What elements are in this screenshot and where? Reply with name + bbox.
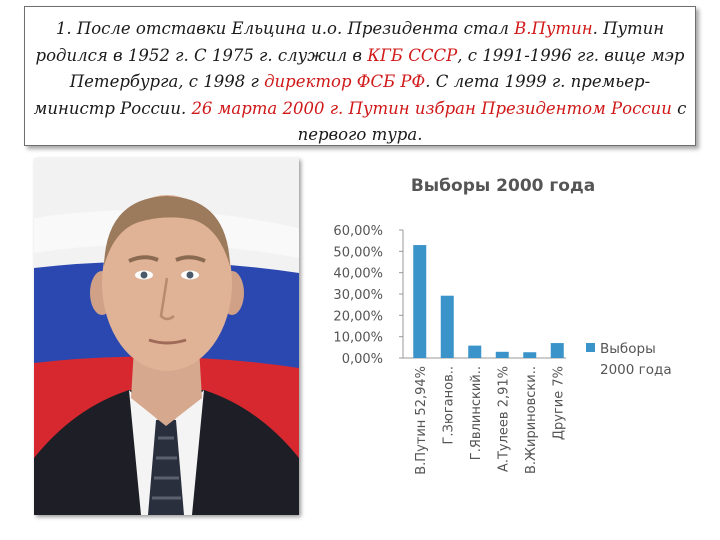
highlight-election: 26 марта 2000 г. Путин избран Президенто… xyxy=(191,98,672,118)
legend-swatch xyxy=(586,343,595,352)
y-tick-label: 60,00% xyxy=(333,224,383,239)
legend: Выборы 2000 года xyxy=(586,341,672,378)
highlight-putin: В.Путин xyxy=(514,19,593,38)
tie xyxy=(148,420,184,515)
chart-title: Выборы 2000 года xyxy=(411,176,595,196)
y-tick-label: 0,00% xyxy=(342,352,383,367)
x-axis-labels: В.Путин 52,94% Г.Зюганов.. Г.Явлинский.. А.… xyxy=(414,366,567,475)
intro-text-5: с первого тура. xyxy=(297,98,687,145)
intro-text-3: , с 1991-1996 гг. вице мэр Петербурга, с… xyxy=(69,45,685,92)
y-tick-label: 20,00% xyxy=(333,309,383,324)
y-axis: 0,00% 10,00% 20,00% 30,00% 40,00% 50,00% 60,00… xyxy=(333,224,566,367)
y-tick-label: 10,00% xyxy=(333,331,383,346)
intro-text-4: . С лета 1999 г. премьер-министр России. xyxy=(33,72,651,118)
bar xyxy=(523,352,537,358)
x-tick-label: Г.Зюганов.. xyxy=(441,366,456,445)
bar xyxy=(440,295,454,358)
portrait-photo xyxy=(34,158,299,515)
x-tick-label: А.Тулеев 2,91% xyxy=(496,366,511,472)
election-chart: Выборы 2000 года 0,00% 10,00% 20,00% 30,00%… xyxy=(333,176,672,475)
bars xyxy=(413,245,564,358)
y-tick-label: 30,00% xyxy=(333,288,383,303)
x-tick-label: Другие 7% xyxy=(551,366,566,440)
intro-paragraph-box: 1. После отставки Ельцина и.о. Президент… xyxy=(24,6,696,146)
x-tick-label: В.Жириновски.. xyxy=(524,366,539,474)
y-tick-label: 40,00% xyxy=(333,267,383,282)
highlight-kgb: КГБ СССР xyxy=(367,45,458,65)
x-tick-label: Г.Явлинский.. xyxy=(469,366,484,460)
hair xyxy=(104,196,230,266)
y-tick-label: 50,00% xyxy=(333,245,383,260)
highlight-fsb: директор ФСБ РФ xyxy=(264,72,426,91)
bar xyxy=(495,351,509,358)
bar xyxy=(468,345,482,358)
legend-label: Выборы 2000 года xyxy=(600,341,672,378)
bar xyxy=(550,343,564,358)
intro-text-2: . Путин родился в 1952 г. С 1975 г. служ… xyxy=(35,19,665,65)
bar xyxy=(413,245,427,358)
intro-text-1: 1. После отставки Ельцина и.о. Президент… xyxy=(55,19,515,38)
x-tick-label: В.Путин 52,94% xyxy=(414,366,429,475)
